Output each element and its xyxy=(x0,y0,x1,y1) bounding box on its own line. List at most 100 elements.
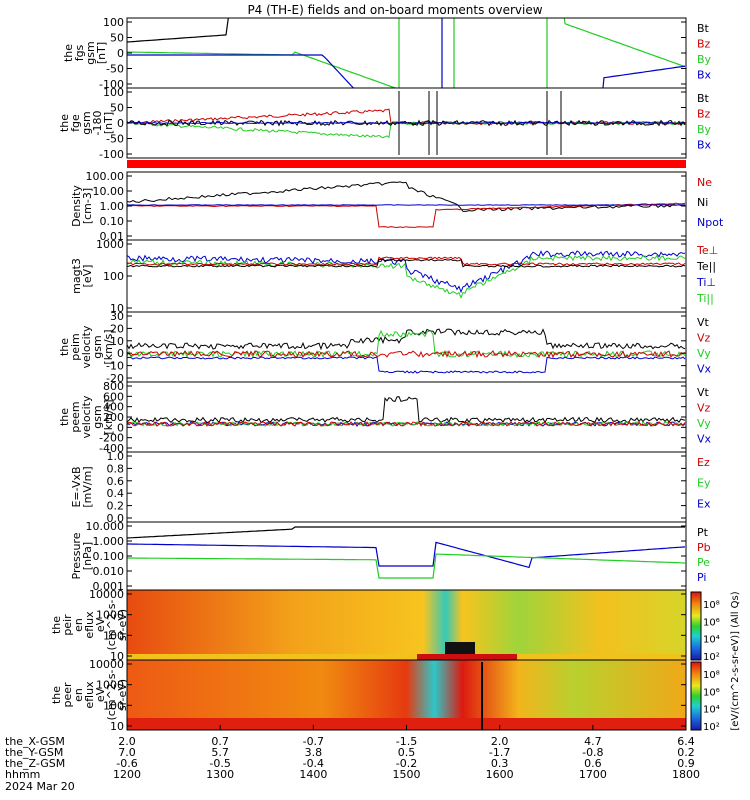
series-vz xyxy=(127,349,686,359)
panel-peer: 10000 1000 100 10 thepeerenefluxeV(cm^2-s-sr… xyxy=(50,658,687,733)
legend-temp-Te⊥: Te⊥ xyxy=(696,244,718,257)
series-pi xyxy=(127,541,686,569)
legend-peem-Vz: Vz xyxy=(697,402,711,415)
legend-peim-Vy: Vy xyxy=(697,347,711,360)
legend-efield-Ez: Ez xyxy=(697,456,710,469)
x-tick-x_gsm: 0.7 xyxy=(211,735,229,748)
x-tick-hhmm: 1400 xyxy=(299,768,327,781)
x-tick-hhmm: 1200 xyxy=(113,768,141,781)
panel-peim-tick: -20 xyxy=(106,372,124,385)
panel-fgs-tick: 0 xyxy=(117,47,124,60)
spectrogram-peir-band xyxy=(445,642,475,654)
panel-peim-tick: 0 xyxy=(117,347,124,360)
x-tick-y_gsm: 0.2 xyxy=(677,746,695,759)
panel-peem-tick: 400 xyxy=(103,401,124,414)
panel-peem-tick: 800 xyxy=(103,380,124,393)
panel-density-tick: 100.00 xyxy=(86,170,125,183)
colorbar-label: [eV/(cm^2-s-sr-eV)] (All Qs) xyxy=(730,591,741,730)
panel-fge-tick: 100 xyxy=(103,86,124,99)
spectrogram-peir-band xyxy=(127,654,686,660)
panel-peem-frame xyxy=(126,381,687,453)
x-tick-hhmm: 1600 xyxy=(486,768,514,781)
panel-peer-tick: 10 xyxy=(110,720,124,733)
colorbar-tick: 10⁴ xyxy=(703,635,720,646)
series-ne xyxy=(127,202,686,229)
spectrogram-peir-band xyxy=(417,654,517,660)
legend-peim-Vx: Vx xyxy=(697,363,712,376)
x-tick-y_gsm: 0.5 xyxy=(398,746,416,759)
legend-fge-Bz: Bz xyxy=(697,108,711,121)
colorbar-tick: 10⁶ xyxy=(703,687,720,698)
panel-temp-tick: 10 xyxy=(110,302,124,315)
panel-peem-tick: -200 xyxy=(99,432,124,445)
panel-peim-tick: 20 xyxy=(110,322,124,335)
series-tiperp xyxy=(127,250,686,294)
colorbar-tick: 10⁶ xyxy=(703,617,720,628)
panel-peir-tick: 1000 xyxy=(96,609,124,622)
x-tick-y_gsm: -0.8 xyxy=(582,746,603,759)
panel-peer-ylabel: (cm^2-s- xyxy=(105,670,118,721)
panel-pressure-tick: 0.100 xyxy=(93,550,125,563)
series-pe xyxy=(127,553,686,579)
x-tick-z_gsm: 0.6 xyxy=(584,757,602,770)
panel-peir-ylabel: eflux xyxy=(83,611,96,639)
colorbar-peer xyxy=(690,661,702,731)
panel-peem-ylabel: [km/s] xyxy=(102,399,115,434)
panel-fgs-data xyxy=(127,18,686,88)
series-by xyxy=(127,51,398,88)
legend-fge-By: By xyxy=(697,123,712,136)
panel-fge-tick: 50 xyxy=(110,102,124,115)
panel-temp-data xyxy=(127,250,686,299)
x-row-label: the_Z-GSM xyxy=(5,757,65,770)
panel-peim-ylabel: peim xyxy=(69,333,82,361)
x-tick-hhmm: 1300 xyxy=(206,768,234,781)
colorbar-tick: 10² xyxy=(703,652,720,663)
panel-peem-tick: 200 xyxy=(103,411,124,424)
legend-peim-Vz: Vz xyxy=(697,332,711,345)
panel-peer-tick: 100 xyxy=(103,699,124,712)
x-tick-x_gsm: -0.7 xyxy=(303,735,324,748)
panel-peer-ylabel: sr-eV) xyxy=(116,679,129,711)
series-by-tail xyxy=(563,18,686,68)
panel-peer-tick: 1000 xyxy=(96,679,124,692)
legend-efield-Ex: Ex xyxy=(697,497,711,510)
panel-peer-ylabel: the xyxy=(50,686,63,704)
panel-pressure-tick: 0.010 xyxy=(93,565,125,578)
series-bx xyxy=(127,54,355,88)
panel-fgs-tick: 50 xyxy=(110,32,124,45)
legend-density-Ne: Ne xyxy=(697,176,712,189)
series-bx xyxy=(127,121,686,125)
x-tick-y_gsm: 7.0 xyxy=(118,746,136,759)
panel-fge-data xyxy=(127,91,686,155)
panel-fge-ylabel: gsm xyxy=(80,111,93,134)
panel-efield-ylabel: E=-VxB xyxy=(70,466,83,507)
panel-peim-tick: 30 xyxy=(110,310,124,323)
legend-pressure-Pt: Pt xyxy=(697,526,709,539)
panel-pressure: 10.000 1.000 0.100 0.010 0.001 Pressure[nPa] P… xyxy=(70,520,711,593)
panel-fge-tick: 0 xyxy=(117,117,124,130)
panels: 100500-50-100thefgsgsm[nT]BtBzByBx100500… xyxy=(50,16,724,733)
panel-peim-tick: -10 xyxy=(106,360,124,373)
panel-density-tick: 1.00 xyxy=(100,200,125,213)
x-tick-y_gsm: 3.8 xyxy=(305,746,323,759)
panel-peir-ylabel: (cm^2-s- xyxy=(105,600,118,651)
legend-peem-Vy: Vy xyxy=(697,417,711,430)
x-tick-z_gsm: -0.5 xyxy=(209,757,230,770)
panel-pressure-frame xyxy=(126,521,687,591)
legend-fgs-Bx: Bx xyxy=(697,69,712,82)
legend-peem-Vx: Vx xyxy=(697,433,712,446)
panel-efield-tick: 0.4 xyxy=(107,487,125,500)
spectrogram-peir xyxy=(127,590,686,660)
panel-peem-ylabel: velocity xyxy=(80,395,93,438)
series-bt xyxy=(127,18,229,43)
panel-efield-tick: 0.8 xyxy=(107,462,125,475)
mode-bar xyxy=(127,160,686,168)
panel-fge-frame xyxy=(126,87,687,159)
panel-fgs-tick: -100 xyxy=(99,78,124,91)
panel-peem-ylabel: gsm xyxy=(91,405,104,428)
panel-pressure-tick: 1.000 xyxy=(93,535,125,548)
x-tick-x_gsm: -1.5 xyxy=(396,735,417,748)
